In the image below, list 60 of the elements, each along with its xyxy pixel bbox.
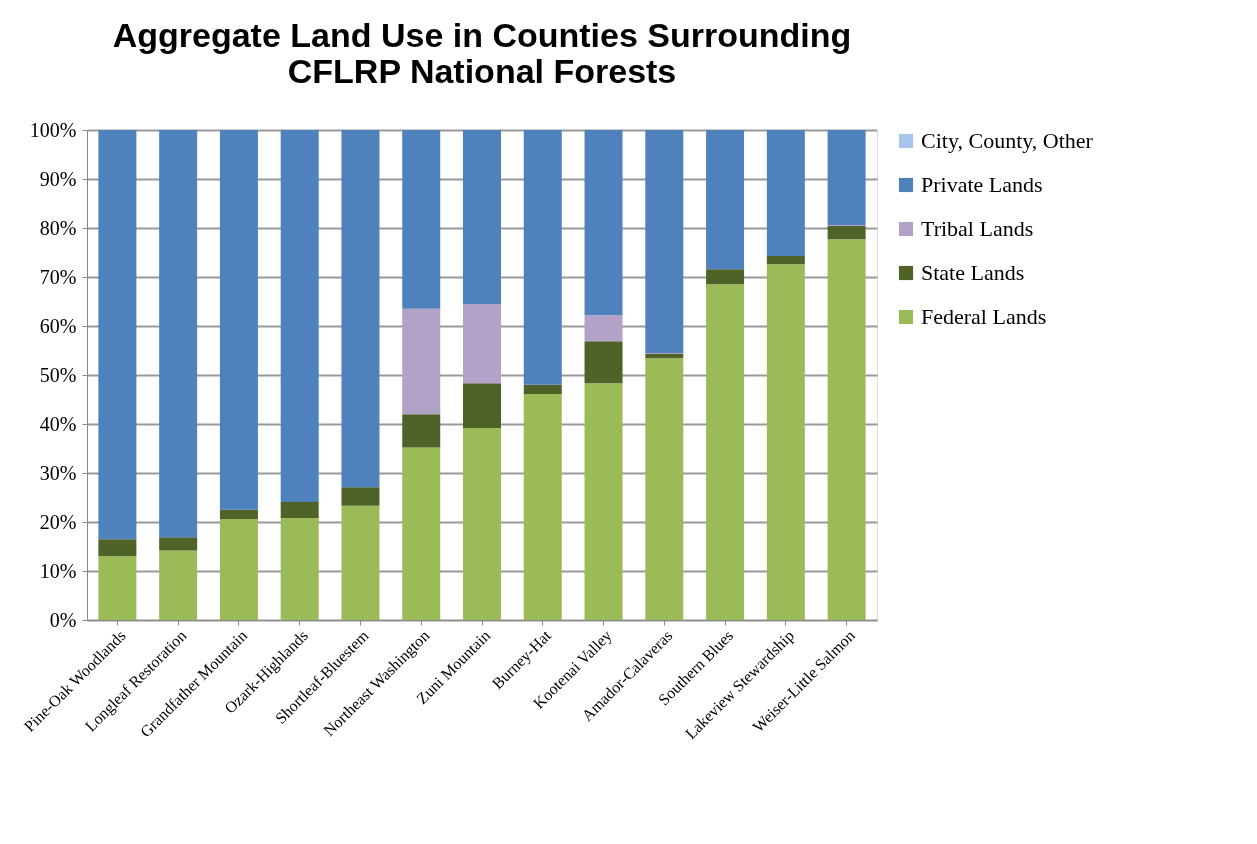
y-tick-label: 10%: [39, 559, 77, 582]
bar: [827, 226, 866, 240]
bar: [219, 519, 258, 620]
y-tick-label: 90%: [39, 167, 77, 190]
bar: [463, 130, 501, 304]
y-tick-label: 100%: [29, 118, 77, 141]
bar: [98, 556, 137, 620]
y-tick-label: 40%: [39, 412, 77, 435]
bar: [98, 539, 137, 557]
bar: [463, 427, 501, 620]
bar: [341, 487, 380, 506]
bar: [402, 130, 441, 309]
y-tick-label: 60%: [39, 314, 77, 337]
bar: [280, 130, 319, 502]
bar: [523, 130, 562, 385]
bar: [523, 394, 562, 620]
bar: [584, 383, 623, 620]
legend-label: Federal Lands: [921, 304, 1047, 329]
bar: [584, 341, 623, 384]
legend-label: Private Lands: [921, 172, 1043, 197]
y-tick-label: 80%: [39, 216, 77, 239]
bar: [645, 130, 684, 353]
y-tick-label: 50%: [39, 363, 77, 386]
y-tick-label: 30%: [39, 461, 77, 484]
bar: [402, 308, 441, 415]
bar: [159, 130, 198, 538]
y-tick-label: 70%: [39, 265, 77, 288]
bar: [645, 358, 684, 620]
bar: [645, 353, 684, 359]
bar: [341, 130, 380, 488]
legend-label: State Lands: [921, 260, 1025, 285]
bar: [827, 130, 866, 226]
legend-label: Tribal Lands: [921, 216, 1034, 241]
bar: [766, 264, 805, 620]
bar: [463, 383, 501, 428]
legend-label: City, County, Other: [921, 128, 1094, 153]
bar: [280, 501, 319, 519]
bar: [706, 269, 745, 285]
bar: [706, 130, 745, 270]
text: Aggregate Land Use in Counties Surrounding: [112, 16, 852, 54]
bar: [463, 303, 501, 384]
bar: [402, 447, 441, 620]
bar: [584, 315, 623, 342]
bar: [827, 239, 866, 620]
bar: [341, 505, 380, 620]
text: CFLRP National Forests: [287, 52, 677, 90]
bar: [280, 518, 319, 620]
bar: [159, 537, 198, 551]
bar: [584, 130, 623, 316]
y-tick-label: 20%: [39, 510, 77, 533]
bar: [402, 414, 441, 448]
bar: [219, 130, 258, 510]
bar: [766, 255, 805, 265]
bar: [98, 130, 137, 540]
bar: [159, 550, 198, 620]
bar: [766, 130, 805, 256]
bar: [219, 509, 258, 520]
y-tick-label: 0%: [49, 608, 77, 631]
bar: [523, 384, 562, 395]
bar: [706, 284, 745, 620]
